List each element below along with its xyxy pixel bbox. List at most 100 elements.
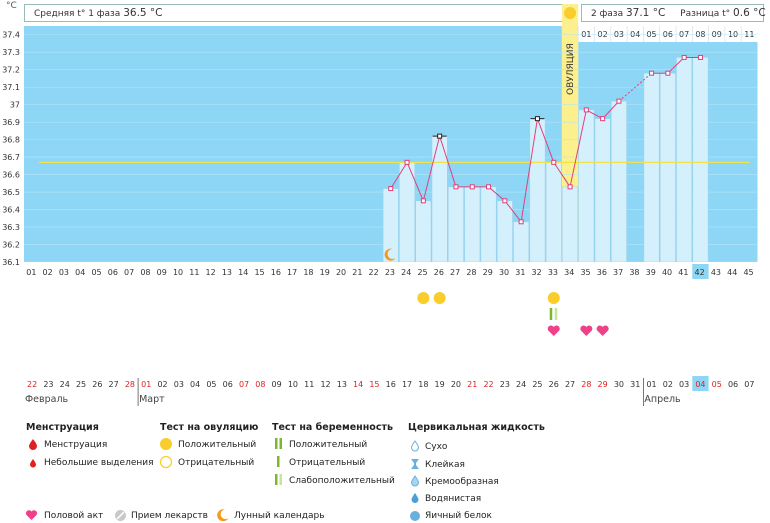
calendar-date: 02: [157, 380, 167, 389]
temperature-bar: [676, 57, 693, 263]
dpo-cell: [610, 26, 628, 42]
cycle-day-label: 36: [597, 268, 607, 277]
temperature-line-segment: [667, 57, 685, 74]
cycle-day-label: 43: [711, 268, 721, 277]
legend-cervical-title: Цервикальная жидкость: [408, 422, 545, 433]
temperature-point: [616, 98, 622, 104]
preg-weak-icon: [275, 474, 282, 485]
cycle-day-label: 30: [499, 268, 509, 277]
temperature-bar: [448, 186, 464, 263]
calendar-date: 14: [353, 380, 363, 389]
calendar-date: 07: [239, 380, 249, 389]
legend-menstruation: Менструация: [44, 440, 108, 450]
pregnancy-test-icon: [554, 308, 558, 320]
calendar-date: 28: [125, 380, 135, 389]
calendar-date: 22: [483, 380, 493, 389]
legend-medication: Прием лекарств: [131, 511, 208, 521]
calendar-date: 18: [418, 380, 428, 389]
cycle-day-label: 26: [434, 268, 444, 277]
cycle-day-label: 29: [483, 268, 493, 277]
legend-cm-eggwhite: Яичный белок: [425, 511, 492, 521]
cm-watery-icon: [411, 493, 419, 503]
cm-dry-icon: [410, 440, 420, 452]
temperature-line-segment: [553, 162, 571, 188]
cycle-day-label: 20: [336, 268, 346, 277]
cycle-day-label: 44: [727, 268, 737, 277]
temperature-point: [665, 70, 671, 76]
intercourse-icon: [580, 325, 593, 336]
calendar-date: 21: [467, 380, 477, 389]
legend-cm-watery: Водянистая: [425, 494, 482, 504]
temperature-point: [551, 159, 557, 165]
calendar-date: 23: [500, 380, 510, 389]
y-tick-label: 37.3: [2, 48, 20, 57]
cycle-day-label: 03: [59, 268, 69, 277]
temperature-unit: °C: [6, 1, 17, 11]
calendar-date: 15: [369, 380, 379, 389]
temperature-line-segment: [569, 109, 587, 187]
preg-negative-icon: [277, 456, 280, 467]
ovulation-test-positive-icon: [417, 292, 430, 304]
calendar-date: 20: [451, 380, 461, 389]
cm-creamy-icon: [410, 475, 420, 487]
calendar-date: 03: [679, 380, 689, 389]
intercourse-icon: [25, 510, 38, 520]
moon-icon: [384, 248, 396, 261]
cycle-day-label: 09: [157, 268, 167, 277]
ovulation-sun-icon: [564, 7, 577, 19]
calendar-date: 06: [223, 380, 233, 389]
temperature-line-segment: [536, 118, 555, 163]
calendar-date: 02: [663, 380, 673, 389]
temperature-bar: [382, 188, 399, 263]
cycle-day-label: 24: [401, 268, 411, 277]
legend-preg-title: Тест на беременность: [272, 422, 393, 433]
temperature-bar: [431, 135, 448, 263]
cycle-day-label: 33: [548, 268, 558, 277]
temperature-point: [453, 184, 459, 190]
cycle-day-label: 40: [662, 268, 672, 277]
temperature-point: [486, 184, 492, 190]
calendar-date: 24: [60, 380, 70, 389]
cycle-day-label: 16: [271, 268, 281, 277]
cycle-day-label: 21: [352, 268, 362, 277]
cycle-day-label: 05: [91, 268, 101, 277]
temperature-point: [681, 54, 687, 60]
intercourse-icon: [547, 325, 560, 336]
today-highlight: [692, 264, 709, 279]
legend-ovtest-neg: Отрицательный: [178, 458, 255, 468]
dpo-cell: [594, 26, 611, 42]
temperature-point: [600, 116, 606, 122]
temperature-point: [518, 219, 524, 225]
temperature-line-segment: [422, 136, 441, 201]
temperature-bar: [659, 72, 676, 263]
cycle-day-label: 14: [238, 268, 248, 277]
cycle-day-label: 45: [743, 268, 753, 277]
calendar-date: 03: [174, 380, 184, 389]
calendar-date: 12: [320, 380, 330, 389]
calendar-date: 10: [288, 380, 298, 389]
ovulation-test-positive-icon: [547, 292, 560, 304]
temperature-point: [583, 107, 589, 113]
temperature-point: [697, 54, 703, 60]
temperature-bar: [562, 186, 578, 263]
y-tick-label: 36.8: [2, 136, 20, 145]
dpo-cell: [741, 26, 758, 42]
y-tick-label: 36.4: [2, 206, 20, 215]
temperature-line-segment: [488, 186, 506, 202]
cycle-day-label: 06: [108, 268, 118, 277]
cycle-day-label: 17: [287, 268, 297, 277]
spotting-icon: [30, 459, 36, 468]
temperature-line-segment: [586, 109, 603, 120]
calendar-date: 28: [581, 380, 591, 389]
medication-icon: [115, 510, 126, 521]
phase2-label: 2 фаза: [591, 9, 624, 19]
menstruation-icon: [29, 439, 37, 450]
intercourse-icon: [596, 325, 609, 336]
calendar-date: 22: [27, 380, 37, 389]
calendar-date: 04: [190, 380, 200, 389]
temperature-bar: [611, 100, 627, 263]
calendar-date: 25: [76, 380, 86, 389]
temperature-point: [469, 184, 475, 190]
calendar-date: 09: [272, 380, 282, 389]
legend-preg-neg: Отрицательный: [289, 458, 366, 468]
